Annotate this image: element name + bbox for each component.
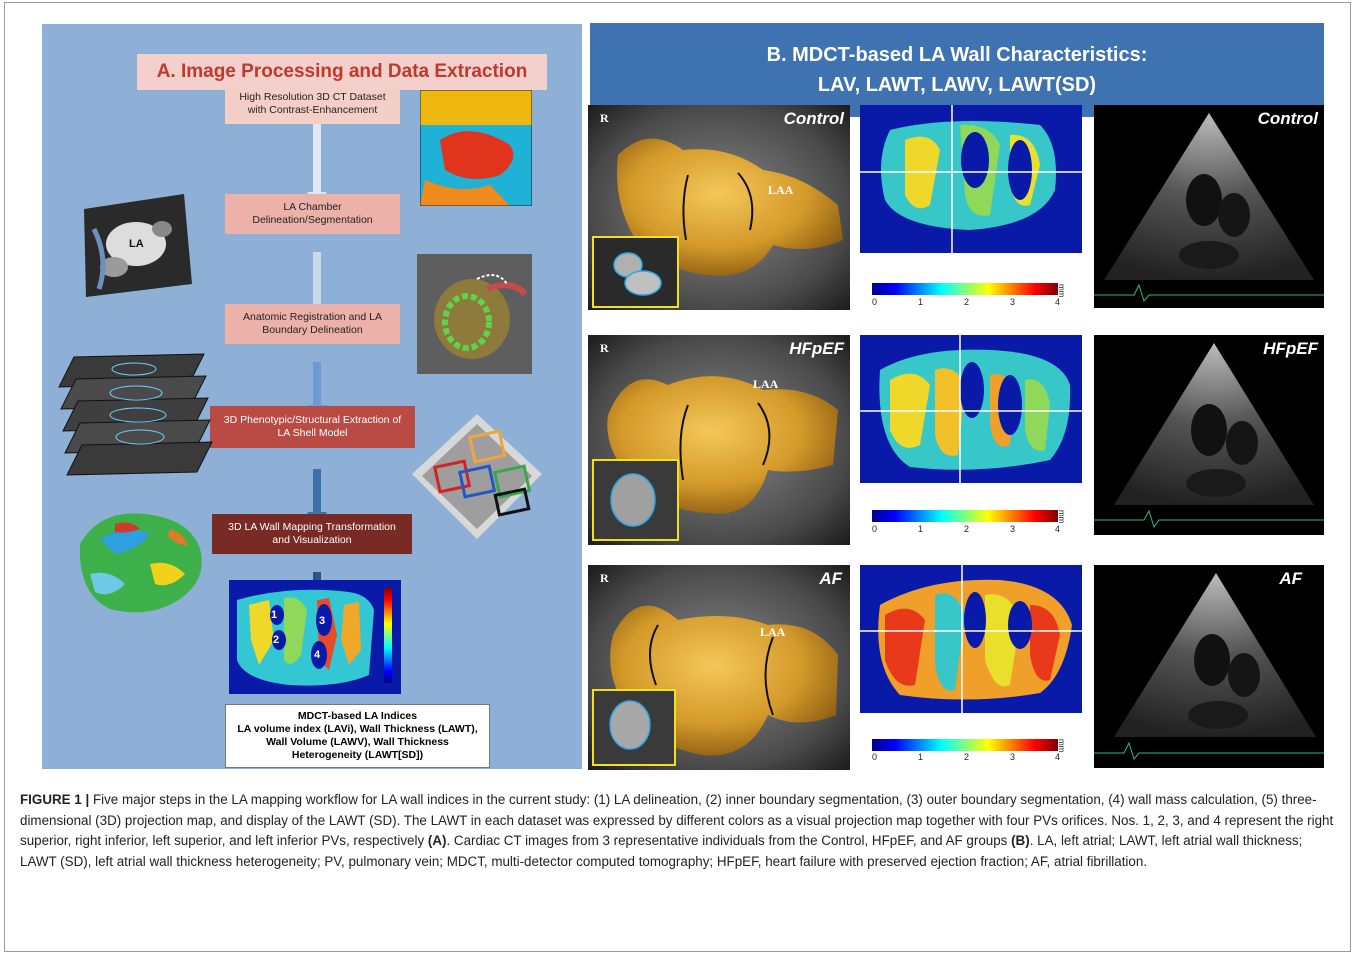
lawt-projection-map: 1 2 3 4 bbox=[229, 580, 401, 694]
ct-image-control: R LAA Control bbox=[588, 105, 850, 310]
colorbar-tick-3: 3 bbox=[1010, 524, 1016, 534]
la-label: LA bbox=[129, 238, 144, 250]
figure-caption: FIGURE 1 | Five major steps in the LA ma… bbox=[20, 790, 1335, 872]
lawt-map-hfpef: mm 0 1 2 3 4 bbox=[860, 335, 1082, 540]
la-ct-volume-thumbnail: LA bbox=[84, 194, 192, 297]
pv-number-1: 1 bbox=[271, 609, 277, 621]
laa-label: LAA bbox=[753, 377, 779, 391]
panel-b-title-line2: LAV, LAWT, LAWV, LAWT(SD) bbox=[817, 74, 1097, 96]
echo-image-control: Control bbox=[1094, 105, 1324, 308]
panel-a: A. Image Processing and Data Extraction … bbox=[42, 24, 582, 769]
la-registration-thumbnail bbox=[417, 254, 532, 374]
colorbar-tick-0: 0 bbox=[872, 524, 878, 534]
pv-number-4: 4 bbox=[314, 649, 321, 661]
colorbar-tick-4: 4 bbox=[1055, 297, 1061, 307]
caption-ref-a: (A) bbox=[427, 833, 447, 848]
caption-ref-b: (B) bbox=[1011, 833, 1030, 848]
step-4-box: 3D Phenotypic/Structural Extraction of L… bbox=[210, 406, 415, 448]
lawt-map-control: mm 0 1 2 3 4 bbox=[860, 105, 1082, 310]
panel-b-title-line1: B. MDCT-based LA Wall Characteristics: bbox=[766, 44, 1148, 66]
step-5-box: 3D LA Wall Mapping Transformation and Vi… bbox=[212, 514, 412, 554]
ct-heatmap-thumbnail bbox=[420, 90, 532, 206]
indices-title: MDCT-based LA Indices bbox=[297, 710, 418, 722]
panel-b-title: B. MDCT-based LA Wall Characteristics: L… bbox=[590, 23, 1324, 117]
laa-label: LAA bbox=[768, 183, 794, 197]
orientation-r-label: R bbox=[600, 571, 609, 585]
colorbar-unit: mm bbox=[1057, 284, 1066, 298]
colorbar-tick-3: 3 bbox=[1010, 752, 1016, 762]
indices-box: MDCT-based LA Indices LA volume index (L… bbox=[225, 704, 490, 768]
colorbar-unit: mm bbox=[1057, 739, 1066, 753]
laa-label: LAA bbox=[760, 625, 786, 639]
colorbar-unit: mm bbox=[1057, 510, 1066, 524]
colorbar-tick-4: 4 bbox=[1055, 524, 1061, 534]
caption-figure-label: FIGURE 1 | bbox=[20, 792, 90, 807]
colorbar-tick-0: 0 bbox=[872, 297, 878, 307]
caption-text-3: . LA, left atrial; LAWT, left atrial wal… bbox=[20, 833, 1303, 869]
indices-text: LA volume index (LAVi), Wall Thickness (… bbox=[237, 723, 478, 761]
caption-text-1: Five major steps in the LA mapping workf… bbox=[20, 792, 1334, 848]
group-label-af: AF bbox=[819, 569, 842, 588]
projection-planes-thumbnail bbox=[412, 414, 542, 539]
la-shell-colormap-thumbnail bbox=[79, 513, 202, 613]
step-3-box: Anatomic Registration and LA Boundary De… bbox=[225, 304, 400, 344]
colorbar-tick-4: 4 bbox=[1055, 752, 1061, 762]
step-1-box: High Resolution 3D CT Dataset with Contr… bbox=[225, 84, 400, 124]
orientation-r-label: R bbox=[600, 111, 609, 125]
colorbar-tick-0: 0 bbox=[872, 752, 878, 762]
colorbar-tick-3: 3 bbox=[1010, 297, 1016, 307]
colorbar-tick-1: 1 bbox=[918, 752, 924, 762]
echo-group-label-af: AF bbox=[1279, 569, 1302, 588]
colorbar-tick-2: 2 bbox=[964, 297, 970, 307]
echo-group-label-hfpef: HFpEF bbox=[1263, 339, 1318, 358]
colorbar-tick-2: 2 bbox=[964, 752, 970, 762]
ct-image-hfpef: R LAA HFpEF bbox=[588, 335, 850, 545]
step-2-box: LA Chamber Delineation/Segmentation bbox=[225, 194, 400, 234]
colorbar-tick-1: 1 bbox=[918, 524, 924, 534]
orientation-r-label: R bbox=[600, 341, 609, 355]
pv-number-3: 3 bbox=[319, 615, 325, 627]
ct-image-af: R LAA AF bbox=[588, 565, 850, 770]
group-label-control: Control bbox=[783, 109, 844, 128]
colorbar-tick-2: 2 bbox=[964, 524, 970, 534]
lawt-map-af: mm 0 1 2 3 4 bbox=[860, 565, 1082, 765]
group-label-hfpef: HFpEF bbox=[789, 339, 844, 358]
echo-group-label-control: Control bbox=[1257, 109, 1318, 128]
echo-image-hfpef: HFpEF bbox=[1094, 335, 1324, 535]
echo-image-af: AF bbox=[1094, 565, 1324, 768]
colorbar-tick-1: 1 bbox=[918, 297, 924, 307]
pv-number-2: 2 bbox=[273, 634, 279, 646]
figure-frame bbox=[4, 2, 1351, 952]
slice-stack-thumbnail bbox=[58, 353, 213, 476]
caption-text-2: . Cardiac CT images from 3 representativ… bbox=[446, 833, 1012, 848]
